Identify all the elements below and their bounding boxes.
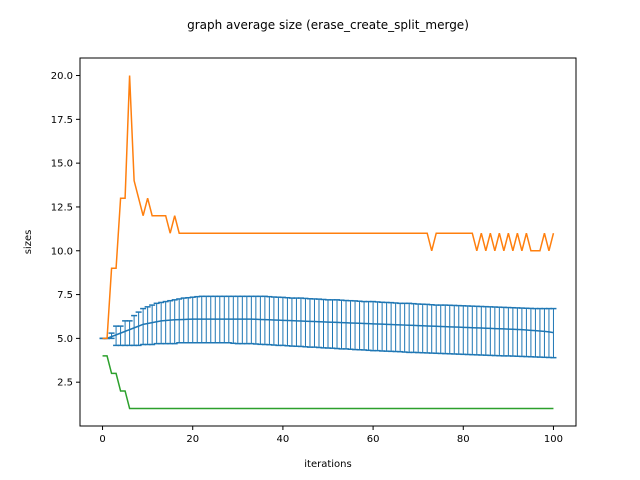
x-axis: 0 20 40 60 80 100	[99, 426, 563, 445]
y-tick-label: 12.5	[51, 202, 73, 213]
series-layer	[99, 75, 557, 410]
y-tick-label: 2.5	[57, 378, 73, 389]
x-axis-label: iterations	[304, 459, 351, 470]
series-line-mean	[102, 318, 554, 340]
series-line-max	[102, 75, 555, 340]
y-axis: 2.5 5.0 7.5 10.0 12.5 15.0 17.5 20.0	[51, 71, 80, 389]
y-axis-label: sizes	[23, 230, 34, 255]
y-tick-label: 5.0	[57, 334, 73, 345]
x-tick-label: 40	[277, 434, 290, 445]
x-tick-label: 20	[186, 434, 199, 445]
x-tick-label: 100	[544, 434, 563, 445]
x-tick-label: 80	[457, 434, 470, 445]
chart-title: graph average size (erase_create_split_m…	[187, 18, 469, 32]
y-tick-label: 20.0	[51, 71, 73, 82]
x-tick-label: 0	[99, 434, 105, 445]
series-line-min	[102, 355, 554, 410]
x-tick-label: 60	[367, 434, 380, 445]
y-tick-label: 7.5	[57, 290, 73, 301]
y-tick-label: 17.5	[51, 115, 73, 126]
y-tick-label: 15.0	[51, 159, 73, 170]
y-tick-label: 10.0	[51, 246, 73, 257]
plot-frame	[79, 57, 577, 427]
